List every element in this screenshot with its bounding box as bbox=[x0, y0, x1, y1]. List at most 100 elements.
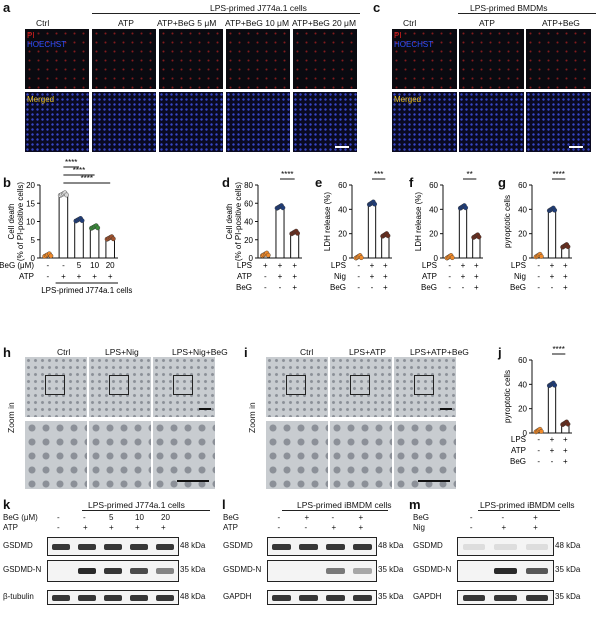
chart-f-condition-value: + bbox=[461, 261, 466, 270]
chart-f-y-tick-label: 0 bbox=[434, 254, 439, 263]
panel-h-scale-bar-zoom bbox=[177, 480, 209, 482]
chart-j-condition-value: - bbox=[537, 435, 540, 444]
panel-c-hoechst-label: HOECHST bbox=[394, 40, 434, 49]
panel-a-col-20: ATP+BeG 20 μM bbox=[292, 18, 357, 28]
chart-j-y-tick-label: 40 bbox=[518, 380, 527, 389]
panel-m-letter: m bbox=[409, 497, 421, 512]
panel-c-image-r1-c3 bbox=[526, 29, 591, 89]
chart-g-point bbox=[565, 244, 571, 250]
panel-m-group-title: LPS-primed iBMDM cells bbox=[480, 500, 575, 510]
chart-j-y-tick-label: 60 bbox=[518, 356, 527, 365]
chart-g-condition-label: Nig bbox=[514, 272, 526, 281]
panel-a-letter: a bbox=[3, 0, 11, 15]
panel-m-group-line bbox=[478, 510, 560, 511]
panel-i-image-r2-c1 bbox=[266, 421, 328, 489]
chart-b-y-tick-label: 5 bbox=[31, 236, 36, 245]
chart-g-y-axis-label: pyroptotic cells bbox=[503, 195, 512, 248]
panel-c-letter: c bbox=[373, 0, 381, 15]
chart-j-condition-value: - bbox=[537, 457, 540, 466]
panel-l-letter: l bbox=[222, 497, 226, 512]
panel-a-col-5: ATP+BeG 5 μM bbox=[157, 18, 217, 28]
chart-e-y-tick-label: 60 bbox=[338, 181, 347, 190]
panel-l-cond-value: - bbox=[304, 523, 308, 532]
chart-b-bar-3 bbox=[74, 219, 84, 259]
panel-c-scale-bar bbox=[569, 146, 583, 148]
chart-b-sig-label: **** bbox=[65, 158, 77, 167]
chart-d-sig-label: **** bbox=[281, 170, 293, 179]
chart-f-bar-2 bbox=[458, 206, 468, 259]
chart-b-condition-value: + bbox=[92, 272, 97, 281]
panel-a-image-r1-c3 bbox=[159, 29, 223, 89]
chart-e-condition-label: Nig bbox=[334, 272, 346, 281]
chart-j-bar-2 bbox=[547, 383, 557, 434]
panel-k-blot-2 bbox=[47, 560, 179, 582]
panel-m-band-2-lane-3 bbox=[526, 568, 549, 574]
chart-b-y-tick-label: 10 bbox=[26, 218, 35, 227]
panel-m-cond-value: - bbox=[469, 513, 473, 522]
panel-c-col-atp: ATP bbox=[479, 18, 495, 28]
panel-l-band-label-3: GAPDH bbox=[223, 591, 252, 601]
chart-e-point bbox=[372, 201, 378, 207]
panel-k-cond-label: ATP bbox=[3, 523, 18, 532]
chart-b-condition-label: ATP bbox=[19, 272, 34, 281]
panel-i-zoom-box-2 bbox=[350, 375, 370, 395]
chart-d-y-tick-label: 80 bbox=[244, 181, 253, 190]
panel-l-cond-value: - bbox=[277, 523, 281, 532]
panel-c-image-r2-c1 bbox=[392, 92, 457, 152]
chart-b-condition-value: + bbox=[77, 272, 82, 281]
panel-m-band-label-2: GSDMD-N bbox=[413, 565, 452, 574]
panel-k-group-line bbox=[82, 510, 210, 511]
panel-m-band-2-lane-2 bbox=[494, 568, 517, 574]
panel-l-band-1-lane-3 bbox=[326, 543, 345, 550]
panel-k-blot-1 bbox=[47, 537, 179, 556]
panel-k-band-1-lane-5 bbox=[155, 543, 175, 550]
chart-b-condition-value: 5 bbox=[77, 261, 82, 270]
panel-k-band-1-lane-4 bbox=[129, 543, 149, 550]
panel-k-marker-2: 35 kDa bbox=[180, 565, 206, 574]
panel-l-blot-2 bbox=[267, 560, 377, 582]
panel-l-band-3-lane-2 bbox=[299, 594, 318, 601]
panel-k-cond-value: - bbox=[83, 513, 86, 522]
chart-f-condition-value: + bbox=[474, 272, 479, 281]
panel-k-band-3-lane-4 bbox=[129, 594, 149, 601]
chart-j-point bbox=[565, 421, 571, 427]
panel-i-image-r1-c2 bbox=[330, 357, 392, 417]
panel-h-image-r2-c3 bbox=[153, 421, 215, 489]
chart-j-condition-value: - bbox=[551, 457, 554, 466]
panel-i-image-r1-c1 bbox=[266, 357, 328, 417]
chart-g-condition-value: - bbox=[537, 261, 540, 270]
panel-l-band-3-lane-4 bbox=[353, 594, 372, 601]
chart-b-caption: LPS-primed J774a.1 cells bbox=[41, 286, 132, 295]
chart-j-condition-label: LPS bbox=[511, 435, 526, 444]
panel-a-image-r2-c1 bbox=[25, 92, 89, 152]
chart-d-condition-label: ATP bbox=[237, 272, 252, 281]
chart-g-condition-label: BeG bbox=[510, 283, 526, 292]
panel-k-marker-1: 48 kDa bbox=[180, 540, 206, 550]
panel-l-group-line bbox=[282, 510, 388, 511]
chart-e-point bbox=[358, 255, 364, 261]
panel-a-scale-bar bbox=[335, 146, 349, 148]
chart-j-sig-label: **** bbox=[552, 345, 564, 354]
panel-h-image-r1-c2 bbox=[89, 357, 151, 417]
panel-h-image-r1-c3 bbox=[153, 357, 215, 417]
panel-m-blot-2 bbox=[457, 560, 554, 582]
panel-k-cond-value: + bbox=[161, 523, 166, 532]
panel-a-col-10: ATP+BeG 10 μM bbox=[225, 18, 290, 28]
chart-f-y-tick-label: 20 bbox=[429, 230, 438, 239]
panel-i-col-lps-atp: LPS+ATP bbox=[349, 347, 386, 357]
chart-j-condition-value: + bbox=[563, 435, 568, 444]
chart-b-point bbox=[110, 236, 116, 242]
chart-g-sig-label: **** bbox=[552, 170, 564, 179]
panel-c-merged-label: Merged bbox=[394, 95, 422, 104]
chart-b-condition-value: 20 bbox=[106, 261, 115, 270]
panel-l-cond-value: + bbox=[331, 523, 337, 532]
panel-c-col-atp-beg: ATP+BeG bbox=[542, 18, 580, 28]
chart-d-condition-value: + bbox=[278, 261, 283, 270]
panel-i-scale-bar-zoom bbox=[418, 480, 450, 482]
panel-c-image-r1-c2 bbox=[459, 29, 524, 89]
chart-f-y-tick-label: 40 bbox=[429, 205, 438, 214]
panel-e-letter: e bbox=[315, 175, 323, 190]
panel-k-band-2-lane-3 bbox=[103, 568, 123, 574]
chart-g-condition-value: + bbox=[563, 272, 568, 281]
